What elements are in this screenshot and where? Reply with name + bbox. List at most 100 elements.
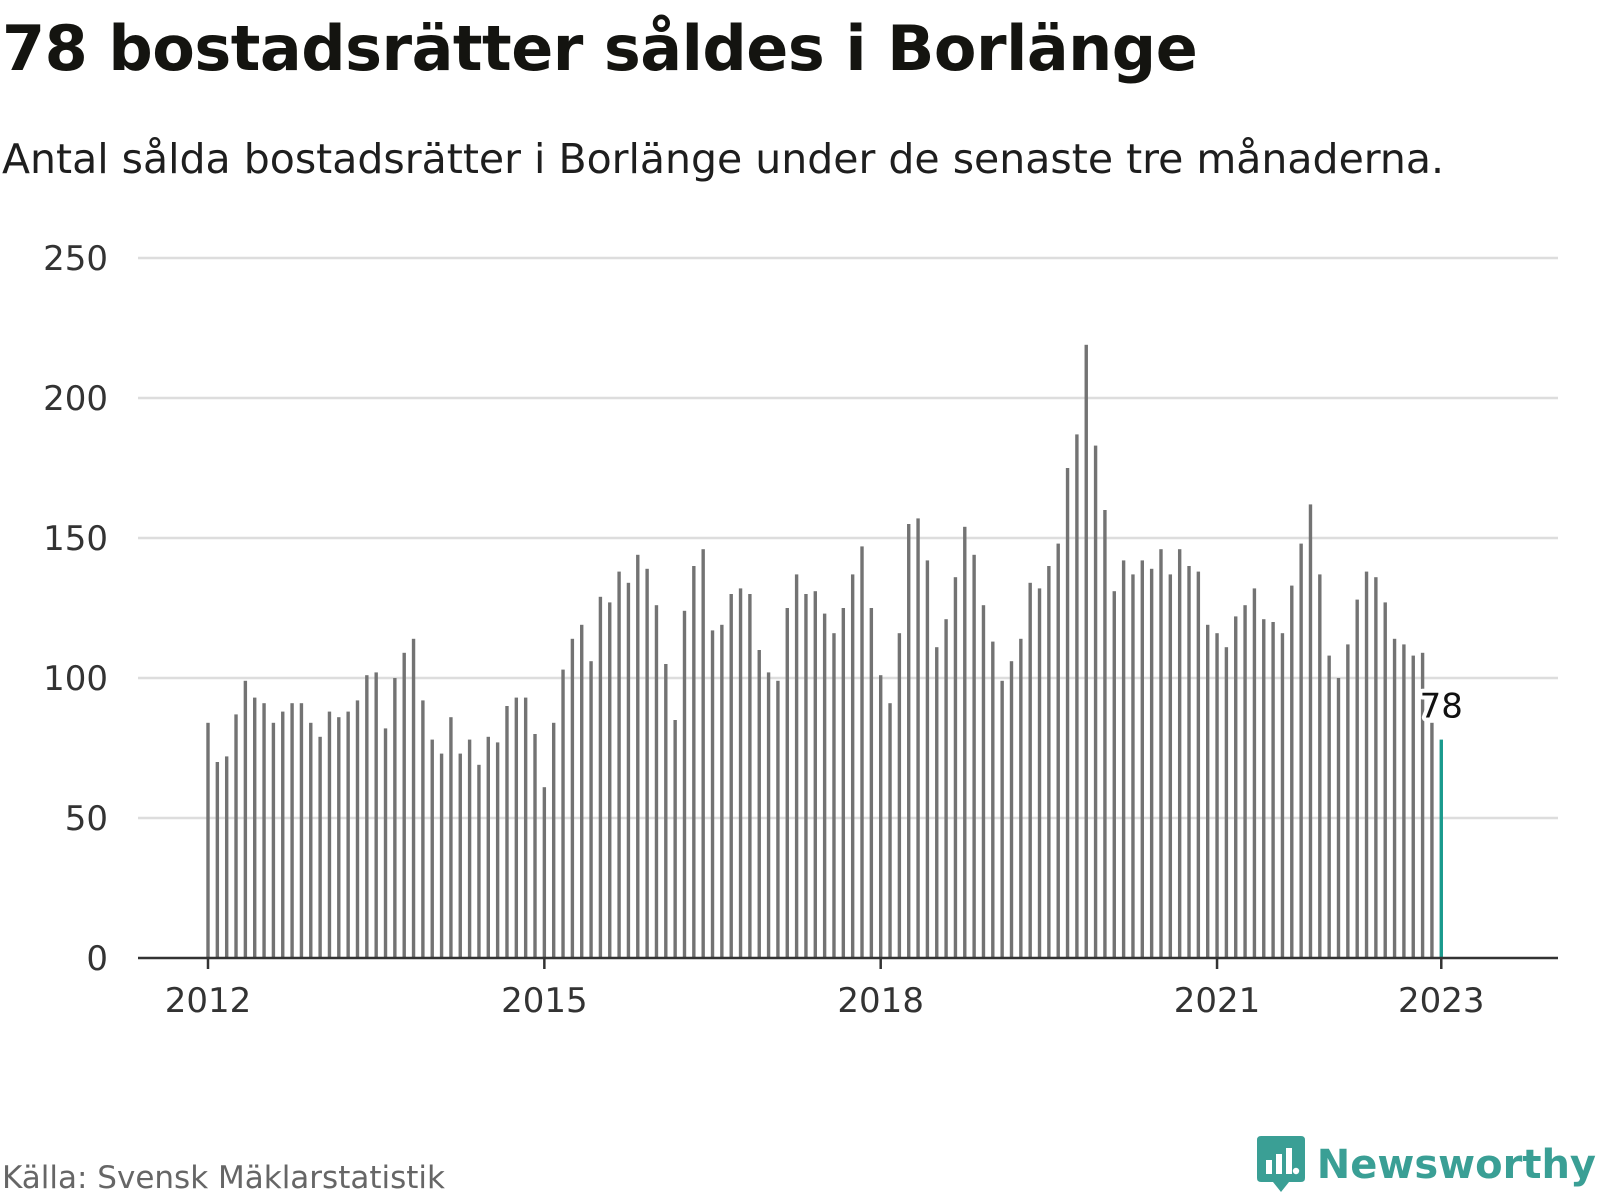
bar bbox=[411, 638, 416, 958]
bar bbox=[757, 650, 761, 958]
bar bbox=[402, 652, 406, 958]
bar bbox=[299, 703, 304, 958]
bar bbox=[1009, 661, 1014, 958]
bar-chart: 0 50 100 150 200 250 2012 2015 2018 2021 2023 78 bbox=[43, 239, 1558, 1020]
bar bbox=[337, 717, 341, 958]
bar bbox=[654, 605, 659, 958]
bar bbox=[944, 619, 948, 958]
bar bbox=[598, 596, 603, 958]
bar bbox=[365, 675, 369, 958]
y-tick-label: 250 bbox=[43, 239, 108, 279]
bar bbox=[505, 706, 509, 958]
page-title: 78 bostadsrätter såldes i Borlänge bbox=[2, 12, 1198, 85]
bar bbox=[729, 594, 733, 958]
bar bbox=[1093, 445, 1098, 959]
x-axis-ticks: 2012 2015 2018 2021 2023 bbox=[165, 958, 1485, 1020]
bar bbox=[206, 722, 210, 958]
bar bbox=[486, 736, 490, 958]
y-tick-label: 200 bbox=[43, 379, 108, 419]
y-tick-label: 50 bbox=[65, 799, 108, 839]
bar bbox=[813, 591, 817, 958]
bar bbox=[1140, 560, 1144, 958]
bar bbox=[1028, 582, 1032, 958]
bar bbox=[1065, 468, 1070, 958]
bar bbox=[224, 756, 229, 958]
bar bbox=[1196, 571, 1201, 958]
bar bbox=[1037, 588, 1042, 958]
bar bbox=[1187, 566, 1191, 958]
bar bbox=[1383, 602, 1387, 958]
source-note: Källa: Svensk Mäklarstatistik bbox=[2, 1160, 445, 1196]
bar bbox=[1000, 680, 1004, 958]
x-tick-label: 2012 bbox=[165, 981, 252, 1020]
bar bbox=[832, 633, 836, 958]
page-subtitle: Antal sålda bostadsrätter i Borlänge und… bbox=[2, 135, 1445, 183]
bar bbox=[1411, 655, 1415, 958]
bar bbox=[430, 739, 434, 958]
bar bbox=[738, 588, 743, 958]
brand-name: Newsworthy bbox=[1316, 1142, 1596, 1188]
bar bbox=[1290, 585, 1294, 958]
bar bbox=[421, 700, 425, 958]
bar bbox=[1374, 577, 1378, 958]
brand-logo[interactable]: Newsworthy bbox=[1256, 1136, 1596, 1194]
bar bbox=[243, 680, 248, 958]
bar bbox=[346, 711, 350, 958]
bar bbox=[1402, 644, 1406, 958]
bar bbox=[253, 697, 257, 958]
bar bbox=[1075, 434, 1079, 958]
bar bbox=[1149, 568, 1154, 958]
y-tick-label: 150 bbox=[43, 519, 108, 559]
bar bbox=[692, 566, 696, 958]
bar bbox=[935, 647, 939, 958]
bar bbox=[897, 633, 902, 958]
bar-latest bbox=[1439, 739, 1443, 958]
bar bbox=[664, 664, 668, 958]
bar bbox=[1047, 566, 1051, 958]
bar bbox=[1355, 599, 1359, 958]
bar bbox=[1159, 549, 1163, 958]
bar bbox=[1177, 549, 1182, 958]
bar bbox=[748, 594, 752, 958]
bar bbox=[682, 610, 687, 958]
bar bbox=[523, 697, 528, 958]
bar bbox=[710, 630, 715, 958]
bar bbox=[1318, 574, 1322, 958]
bar bbox=[309, 722, 313, 958]
bar bbox=[449, 717, 453, 958]
bar bbox=[907, 524, 911, 958]
bar bbox=[215, 762, 220, 958]
bar bbox=[776, 680, 780, 958]
bar bbox=[1336, 678, 1341, 958]
bar bbox=[785, 608, 789, 958]
x-tick-label: 2018 bbox=[837, 981, 924, 1020]
bar bbox=[645, 568, 649, 958]
bar bbox=[804, 594, 808, 958]
bar bbox=[1103, 510, 1107, 958]
bar bbox=[916, 518, 920, 958]
bar bbox=[850, 574, 855, 958]
gridlines bbox=[138, 256, 1558, 820]
bar bbox=[327, 711, 332, 958]
bar bbox=[1327, 655, 1331, 958]
bar bbox=[514, 697, 519, 958]
bar bbox=[626, 582, 631, 958]
bar bbox=[281, 711, 285, 958]
bar bbox=[1206, 624, 1210, 958]
bar bbox=[570, 638, 575, 958]
bar bbox=[589, 661, 593, 958]
bars bbox=[206, 344, 1443, 959]
bar bbox=[860, 546, 864, 958]
bar bbox=[963, 526, 967, 958]
bar bbox=[383, 728, 388, 958]
bar bbox=[888, 703, 892, 958]
y-axis-ticks: 0 50 100 150 200 250 bbox=[43, 239, 108, 979]
bar bbox=[1084, 344, 1088, 958]
bar bbox=[1299, 543, 1303, 958]
bar bbox=[1392, 638, 1397, 958]
bar bbox=[271, 722, 276, 958]
bar bbox=[458, 753, 462, 958]
bar bbox=[991, 641, 995, 958]
bar bbox=[1271, 622, 1275, 958]
bar bbox=[1215, 633, 1219, 958]
